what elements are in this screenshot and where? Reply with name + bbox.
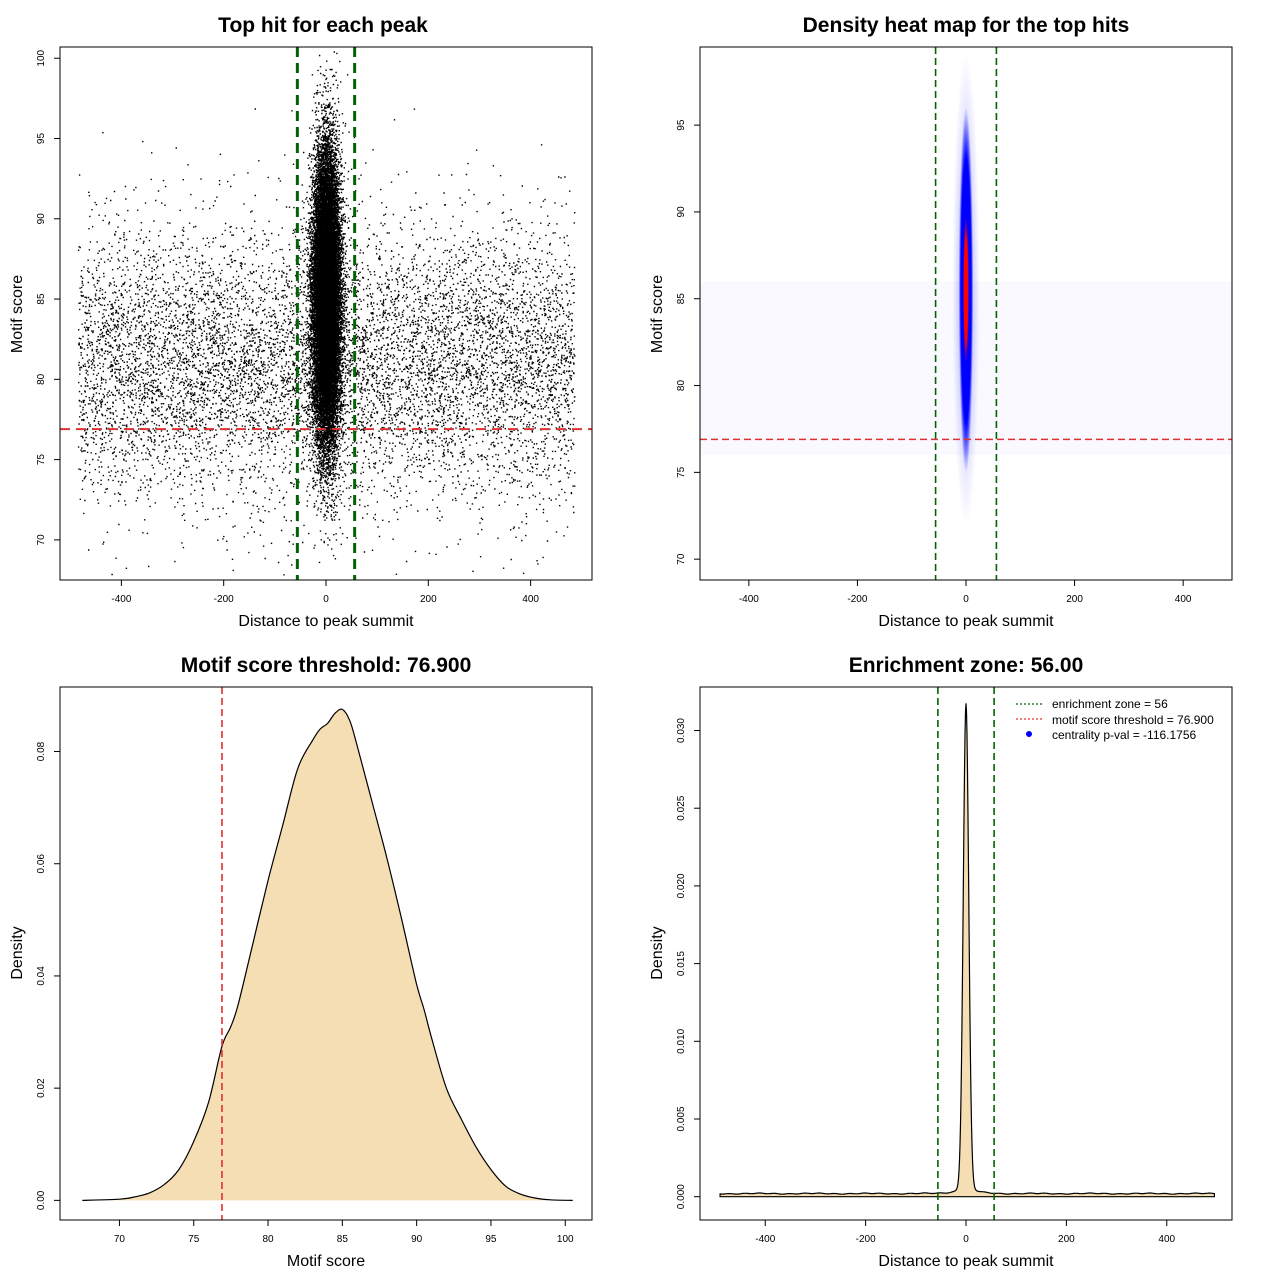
xlabel-scatter: Distance to peak summit xyxy=(238,613,414,630)
ylabel-enrichment: Density xyxy=(649,926,666,979)
ylabel-scatter: Motif score xyxy=(9,275,26,353)
heatmap-xtick-label: 0 xyxy=(963,594,969,605)
legend-symbol-point xyxy=(1026,731,1032,737)
scatter-ytick-label: 80 xyxy=(36,373,47,385)
ylabel-heatmap: Motif score xyxy=(649,275,666,353)
heatmap-layer xyxy=(700,47,1232,580)
scatter-ytick-label: 90 xyxy=(36,213,47,225)
panel-scatter-top-hit: Top hit for each peak Distance to peak s… xyxy=(9,14,593,630)
scatter-ytick-label: 75 xyxy=(36,454,47,466)
legend-label-enrichment-zone: enrichment zone = 56 xyxy=(1052,697,1168,711)
enrichment-xtick-label: 0 xyxy=(963,1234,969,1245)
score-density-xtick-label: 85 xyxy=(337,1234,349,1245)
score-density-xtick-label: 75 xyxy=(188,1234,200,1245)
scatter-ytick-label: 70 xyxy=(36,534,47,546)
title-scatter: Top hit for each peak xyxy=(218,14,428,37)
enrichment-xtick-label: -200 xyxy=(856,1234,876,1245)
enrichment-ytick-label: 0.025 xyxy=(676,795,687,820)
scatter-ytick-label: 85 xyxy=(36,293,47,305)
score-density-xtick-label: 80 xyxy=(262,1234,274,1245)
ylabel-score-density: Density xyxy=(9,926,26,979)
heatmap-plot-frame xyxy=(699,46,1233,581)
density-curve xyxy=(719,703,1216,1198)
scatter-point-cloud xyxy=(77,51,576,580)
xlabel-heatmap: Distance to peak summit xyxy=(878,613,1054,630)
score-density-xtick-label: 90 xyxy=(411,1234,423,1245)
title-score-density: Motif score threshold: 76.900 xyxy=(181,654,472,677)
heatmap-xtick-label: 200 xyxy=(1066,594,1083,605)
heatmap-ytick-label: 90 xyxy=(676,206,687,218)
panel-heatmap: Density heat map for the top hits Distan… xyxy=(649,14,1233,630)
title-heatmap: Density heat map for the top hits xyxy=(803,14,1130,37)
density-curve xyxy=(82,708,573,1201)
heatmap-ytick-label: 85 xyxy=(676,293,687,305)
enrichment-plot-frame xyxy=(699,686,1233,1221)
score-density-xtick-label: 95 xyxy=(485,1234,497,1245)
enrichment-ytick-label: 0.030 xyxy=(676,718,687,743)
title-enrichment: Enrichment zone: 56.00 xyxy=(849,654,1084,677)
score-density-ytick-label: 0.06 xyxy=(36,854,47,874)
density-area xyxy=(720,703,1215,1197)
score-density-ytick-label: 0.02 xyxy=(36,1078,47,1098)
legend-label-score-threshold: motif score threshold = 76.900 xyxy=(1052,713,1214,727)
legend-label-centrality: centrality p-val = -116.1756 xyxy=(1052,728,1197,742)
enrichment-ytick-label: 0.020 xyxy=(676,873,687,898)
heatmap-xtick-label: -400 xyxy=(739,594,759,605)
scatter-ytick-label: 100 xyxy=(36,49,47,66)
scatter-xtick-label: -400 xyxy=(111,594,131,605)
enrichment-ytick-label: 0.015 xyxy=(676,951,687,976)
enrichment-ytick-label: 0.010 xyxy=(676,1028,687,1053)
panel-score-density: Motif score threshold: 76.900 Motif scor… xyxy=(9,654,593,1270)
xlabel-score-density: Motif score xyxy=(287,1253,365,1270)
heatmap-ytick-label: 80 xyxy=(676,380,687,392)
score-density-xtick-label: 70 xyxy=(114,1234,126,1245)
enrichment-ytick-label: 0.005 xyxy=(676,1106,687,1131)
scatter-xtick-label: 200 xyxy=(420,594,437,605)
score-density-plot-frame xyxy=(59,686,593,1221)
enrichment-xtick-label: 400 xyxy=(1158,1234,1175,1245)
heatmap-xtick-label: -200 xyxy=(847,594,867,605)
score-density-ytick-label: 0.00 xyxy=(36,1190,47,1210)
enrichment-ytick-label: 0.000 xyxy=(676,1184,687,1209)
panel-enrichment: Enrichment zone: 56.00 Distance to peak … xyxy=(649,654,1233,1270)
legend-enrichment: enrichment zone = 56 motif score thresho… xyxy=(1016,697,1214,742)
enrichment-xtick-label: 200 xyxy=(1058,1234,1075,1245)
score-density-ytick-label: 0.04 xyxy=(36,966,47,986)
heatmap-ytick-label: 70 xyxy=(676,553,687,565)
xlabel-enrichment: Distance to peak summit xyxy=(878,1253,1054,1270)
heatmap-xtick-label: 400 xyxy=(1175,594,1192,605)
scatter-xtick-label: 400 xyxy=(522,594,539,605)
scatter-xtick-label: 0 xyxy=(323,594,329,605)
scatter-points xyxy=(77,51,576,580)
scatter-xtick-label: -200 xyxy=(214,594,234,605)
density-area xyxy=(82,709,573,1201)
heatmap-ytick-label: 95 xyxy=(676,119,687,131)
scatter-plot-frame xyxy=(59,46,593,581)
scatter-ytick-label: 95 xyxy=(36,133,47,145)
score-density-ytick-label: 0.08 xyxy=(36,741,47,761)
score-density-xtick-label: 100 xyxy=(557,1234,574,1245)
heatmap-hotspot xyxy=(958,106,974,474)
enrichment-xtick-label: -400 xyxy=(755,1234,775,1245)
heatmap-ytick-label: 75 xyxy=(676,466,687,478)
